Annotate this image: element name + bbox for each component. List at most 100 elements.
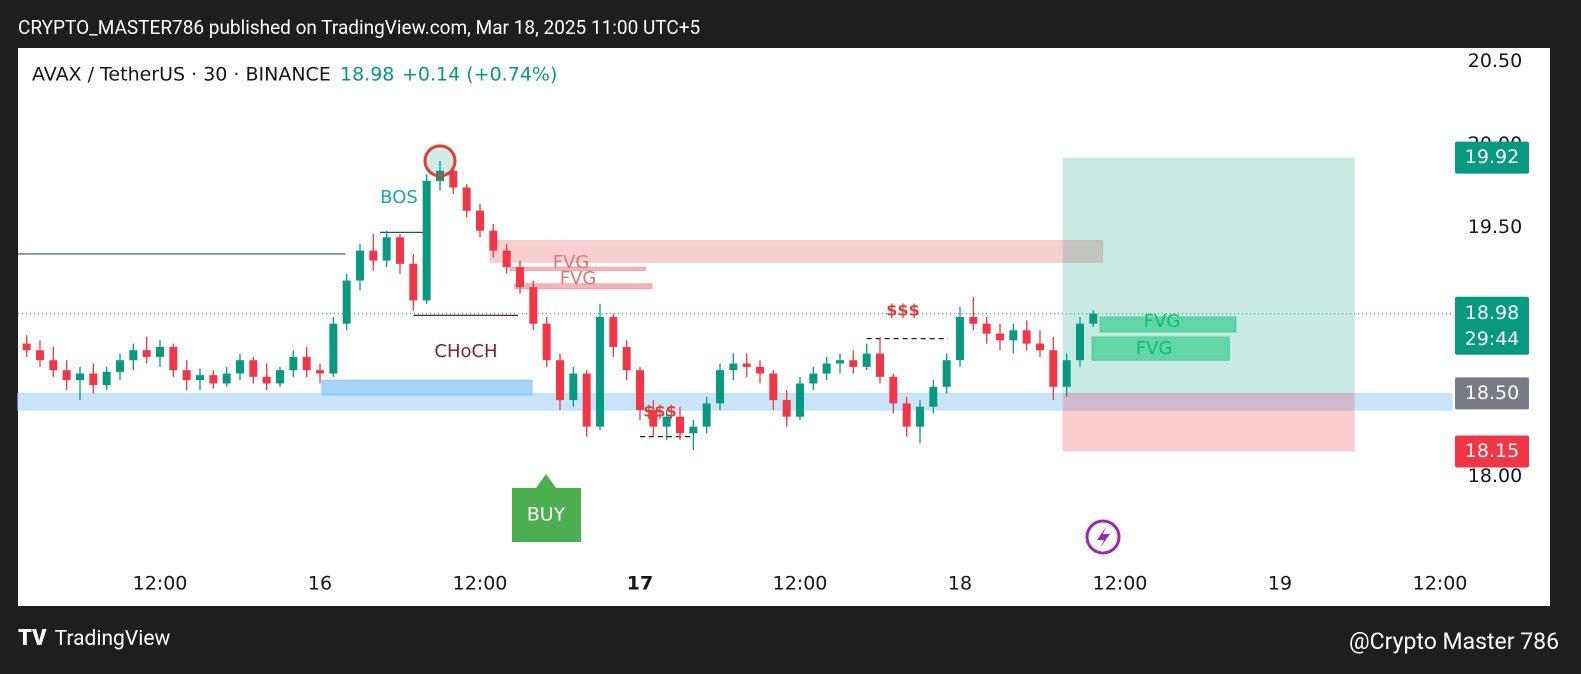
footer-brand: TV TradingView (18, 626, 170, 651)
candle-body (116, 360, 124, 372)
candle-body (516, 267, 524, 288)
candle-body (742, 363, 751, 367)
candle-body (502, 250, 511, 268)
candle-body (1022, 330, 1031, 344)
candle-body (916, 406, 924, 427)
candle-body (676, 416, 684, 434)
candle-body (849, 360, 858, 367)
candle-body (489, 230, 498, 251)
candle-body (1076, 323, 1084, 361)
candle-body (209, 375, 218, 384)
candle-body (1036, 343, 1044, 351)
candle-body (889, 376, 898, 404)
candle-body (382, 237, 391, 261)
price-tag (1455, 435, 1529, 468)
zone (17, 392, 1453, 411)
candle-body (929, 386, 938, 407)
candle-body (222, 373, 231, 384)
y-tick-label: 20.50 (1468, 50, 1522, 72)
candle-body (729, 363, 738, 371)
candle-body (716, 370, 724, 404)
x-tick-label: 12:00 (1413, 573, 1468, 595)
candle-body (702, 403, 711, 427)
author: @Crypto Master 786 (1349, 628, 1559, 655)
candle-body (396, 237, 404, 264)
price-tag (1455, 296, 1529, 355)
price-tag-label: 19.92 (1465, 146, 1519, 168)
target-zone (1062, 157, 1355, 394)
fvg-label: FVG (560, 268, 597, 289)
chart-panel (18, 48, 1550, 606)
candle-body (1062, 360, 1071, 387)
candle-body (36, 350, 44, 361)
candle-body (22, 343, 31, 351)
flash-bolt (1097, 527, 1110, 548)
zone (321, 379, 533, 396)
candle-body (529, 287, 538, 324)
fvg-label: FVG (553, 252, 590, 273)
brand: TradingView (54, 626, 171, 651)
candle-body (969, 317, 978, 324)
candle-body (62, 370, 71, 381)
countdown: 29:44 (1465, 328, 1520, 350)
candle-body (1089, 313, 1098, 324)
candle-body (942, 360, 951, 387)
candle-body (409, 263, 418, 301)
fvg-label: FVG (1136, 338, 1173, 359)
candle-body (542, 323, 551, 361)
publisher: CRYPTO_MASTER786 published on TradingVie… (18, 16, 701, 39)
candle-body (582, 373, 591, 427)
last-price: 18.98 (340, 64, 394, 86)
x-tick-label: 12:00 (133, 573, 188, 595)
change: +0.14 (+0.74%) (402, 64, 557, 86)
price-tag-label: 18.50 (1465, 382, 1519, 404)
candle-body (102, 371, 111, 386)
candle-body (902, 403, 911, 427)
choch-label: CHoCH (434, 341, 497, 362)
price-tag (1455, 377, 1529, 410)
bos-label: BOS (380, 187, 418, 208)
candle-body (182, 370, 191, 381)
highlight-circle (423, 144, 457, 178)
x-tick-label: 12:00 (1093, 573, 1148, 595)
candle-body (156, 346, 164, 357)
zone (489, 240, 1104, 263)
candle-body (636, 370, 644, 411)
candle-body (316, 370, 324, 374)
candle-body (609, 317, 618, 347)
x-tick-label: 17 (627, 573, 653, 595)
candle-body (769, 373, 778, 401)
zone (1091, 336, 1230, 361)
price-tag-label: 18.15 (1465, 440, 1519, 462)
candle-body (809, 373, 818, 384)
x-tick-label: 19 (1268, 573, 1292, 595)
candle-body (796, 383, 804, 417)
liquidity-label: $$$ (643, 402, 676, 421)
y-tick-label: 18.00 (1468, 465, 1522, 487)
candle-body (262, 376, 271, 384)
candle-body (622, 346, 631, 371)
fvg-label: FVG (1144, 311, 1181, 332)
x-tick-label: 16 (308, 573, 332, 595)
candle-body (662, 416, 671, 427)
stop-zone (1062, 393, 1355, 452)
candle-body (249, 360, 258, 377)
candle-body (276, 370, 284, 384)
x-tick-label: 18 (948, 573, 972, 595)
candle-body (129, 350, 138, 361)
candle-body (876, 353, 884, 377)
candle-body (356, 250, 364, 281)
candle-body (329, 323, 338, 374)
candle-body (596, 317, 604, 427)
zone (1099, 316, 1237, 333)
candle-body (476, 210, 484, 231)
candle-body (649, 410, 658, 427)
x-tick-label: 12:00 (453, 573, 508, 595)
candle-body (862, 353, 871, 367)
x-tick-label: 12:00 (773, 573, 828, 595)
liquidity-label: $$$ (886, 301, 919, 320)
candle-body (76, 373, 84, 381)
candle-body (462, 187, 471, 211)
flash-icon (1085, 519, 1121, 555)
